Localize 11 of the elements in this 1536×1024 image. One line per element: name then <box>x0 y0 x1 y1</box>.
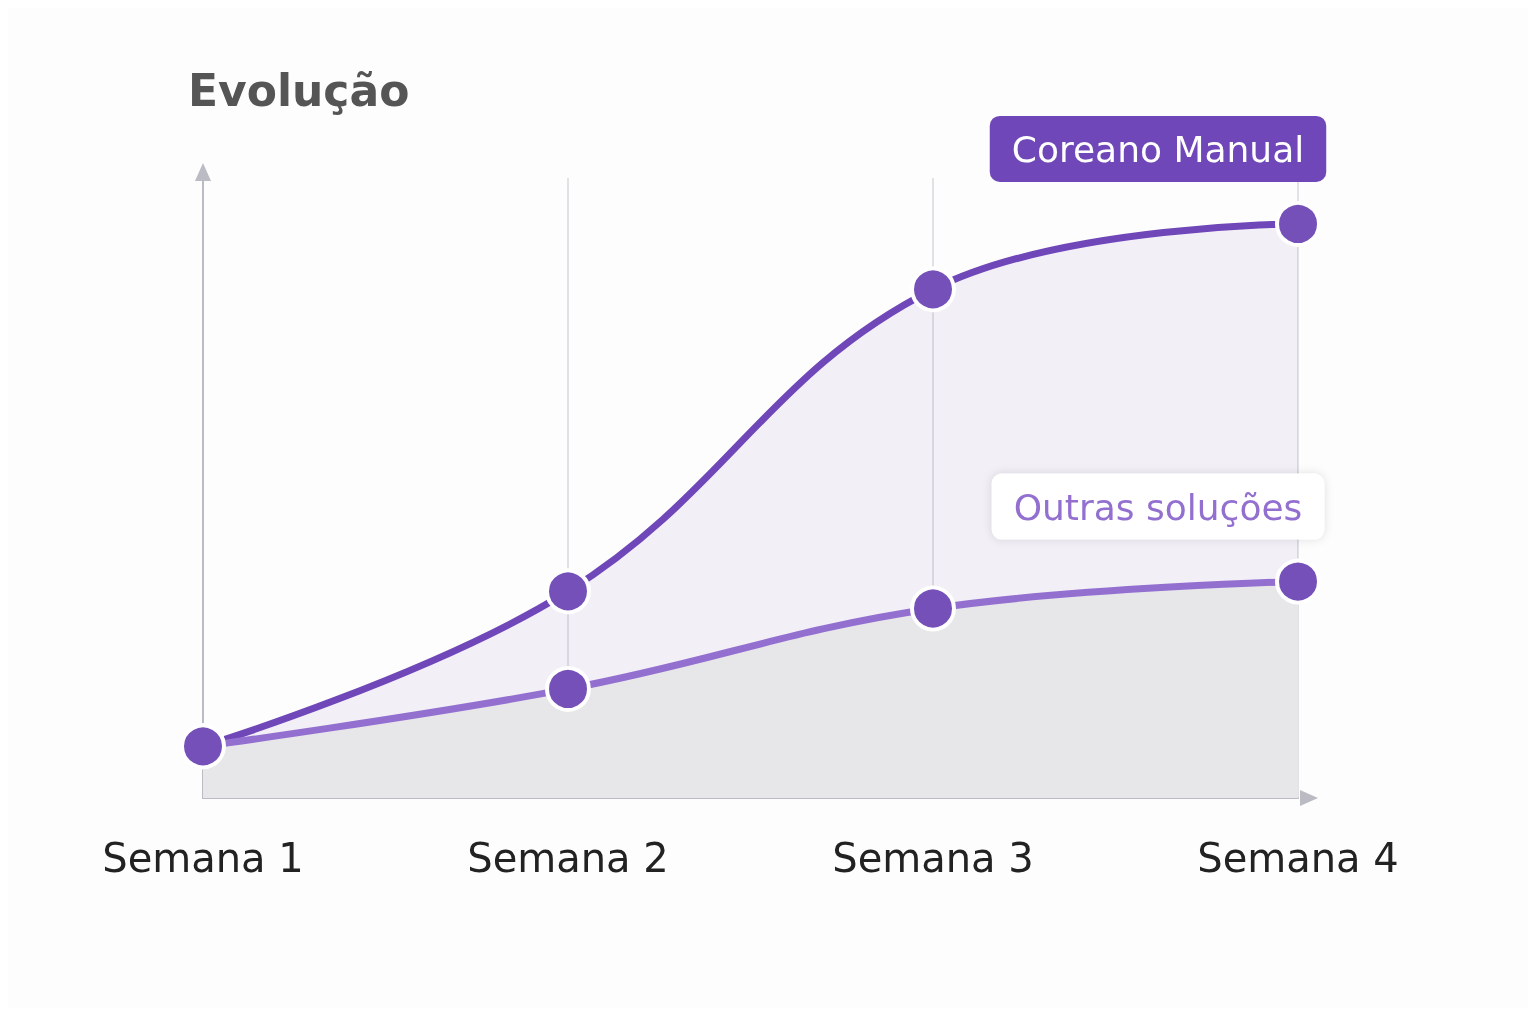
x-tick-label: Semana 2 <box>467 835 669 881</box>
series-label: Outras soluções <box>1013 487 1303 529</box>
x-tick-label: Semana 3 <box>832 835 1034 881</box>
x-tick-label: Semana 4 <box>1197 835 1399 881</box>
chart-title: Evolução <box>188 64 410 116</box>
x-tick-label: Semana 1 <box>102 835 304 881</box>
series-label: Coreano Manual <box>1011 129 1305 171</box>
point <box>545 568 591 615</box>
point <box>910 266 956 313</box>
point <box>545 665 591 712</box>
point <box>910 585 956 632</box>
